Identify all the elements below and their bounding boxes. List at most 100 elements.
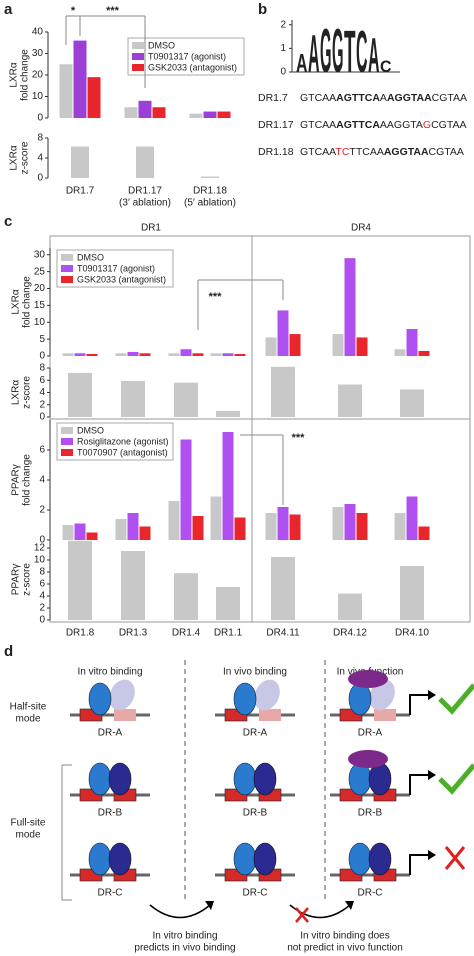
bar [68,540,92,620]
bar [216,410,240,417]
bar [332,334,344,356]
legend-box [127,37,245,76]
bar [168,353,180,356]
bar [344,258,356,356]
legend-swatch [132,53,144,60]
protein [233,762,257,796]
y-tick-label: 6 [39,579,45,590]
legend-label: T0901317 (agonist) [148,51,226,61]
bar [344,504,356,540]
y-tick-label: 1 [280,43,286,54]
bar [192,516,204,540]
arrow [409,854,428,875]
x-tick-label: DR4.11 [266,628,300,639]
caption: In vitro binding [152,931,217,942]
y-tick-label: 0 [39,412,45,423]
y-axis-label: z-score [20,141,31,174]
site-label: DR-B [243,808,268,819]
logo-letter: G [320,17,332,86]
legend-label: T0070907 (antagonist) [77,447,168,457]
y-axis-label: LXRα [9,145,20,170]
sequence-part: GTCAA [300,146,336,158]
site-label: DR-C [243,888,268,899]
y-tick-label: 10 [32,91,44,102]
bar [138,100,152,118]
x-tick-label: DR1.4 [172,628,201,639]
bar [406,329,418,356]
protein [109,679,135,711]
bar [217,111,231,118]
y-tick-label: 15 [34,300,46,311]
logo-letter: A [296,48,308,78]
bar [174,382,198,417]
bar [121,380,145,417]
x-tick-sublabel: (5′ ablation) [184,198,236,209]
sequence-part: A [380,92,387,104]
y-tick-label: 0 [39,351,45,362]
bar [115,353,127,356]
bar [406,496,418,540]
sequence-part: CGTAA [429,146,464,158]
bar [216,587,240,620]
bar [203,111,217,118]
legend-box [56,422,174,461]
bar [277,507,289,540]
legend-box [56,249,174,288]
logo-letter: G [332,17,344,86]
site-label: DR-A [98,728,123,739]
sequence-name: DR1.18 [258,146,294,158]
site-label: DR-B [358,808,383,819]
arrow-head [205,901,214,910]
row-label: Full-site [10,818,45,829]
bar [115,519,127,540]
bar [234,353,246,356]
logo-letter: C [380,58,392,76]
x-tick-label: DR1.3 [119,628,148,639]
bar [332,507,344,540]
legend-swatch [61,449,73,456]
sequence: GTCAATCTTCAAAGGTAACGTAA [300,146,464,158]
y-axis-label: fold change [20,49,31,101]
bar [74,353,86,356]
bar [356,337,368,356]
bar [289,514,301,540]
y-tick-label: 8 [39,363,45,374]
curved-arrow [149,904,211,919]
y-tick-label: 8 [37,133,43,144]
y-tick-label: 0 [39,615,45,626]
bar [277,310,289,356]
y-tick-label: 5 [39,334,45,345]
y-tick-label: 6 [39,445,45,456]
y-tick-label: 2 [280,19,286,30]
legend-label: DMSO [148,40,175,50]
bar [71,146,89,178]
logo-letter: A [308,25,320,84]
logo-letter: T [344,19,356,85]
caption: not predict in vivo function [287,943,403,954]
bar [152,107,166,118]
sequence-part: AAGGTA [380,119,423,131]
bar [174,573,198,620]
y-axis-label: LXRα [11,380,22,405]
sequence-part: TTCAA [349,146,383,158]
y-tick-label: 2 [39,505,45,516]
protein [253,842,277,876]
bar [59,64,73,118]
check [438,683,474,715]
protein [108,842,132,876]
check [438,763,474,795]
caption: predicts in vivo binding [134,943,235,954]
site-label: DR-A [358,728,383,739]
protein [88,762,112,796]
legend-swatch [61,265,73,272]
y-tick-label: 4 [37,153,43,164]
y-axis-label: z-score [22,376,33,409]
site-box [259,709,281,721]
sequence-part: AGTTCA [336,92,380,104]
x-tick-label: DR1.7 [66,186,95,197]
y-axis-label: fold change [22,454,33,506]
site-box [114,709,136,721]
y-tick-label: 2 [39,399,45,410]
y-tick-label: 4 [39,475,45,486]
